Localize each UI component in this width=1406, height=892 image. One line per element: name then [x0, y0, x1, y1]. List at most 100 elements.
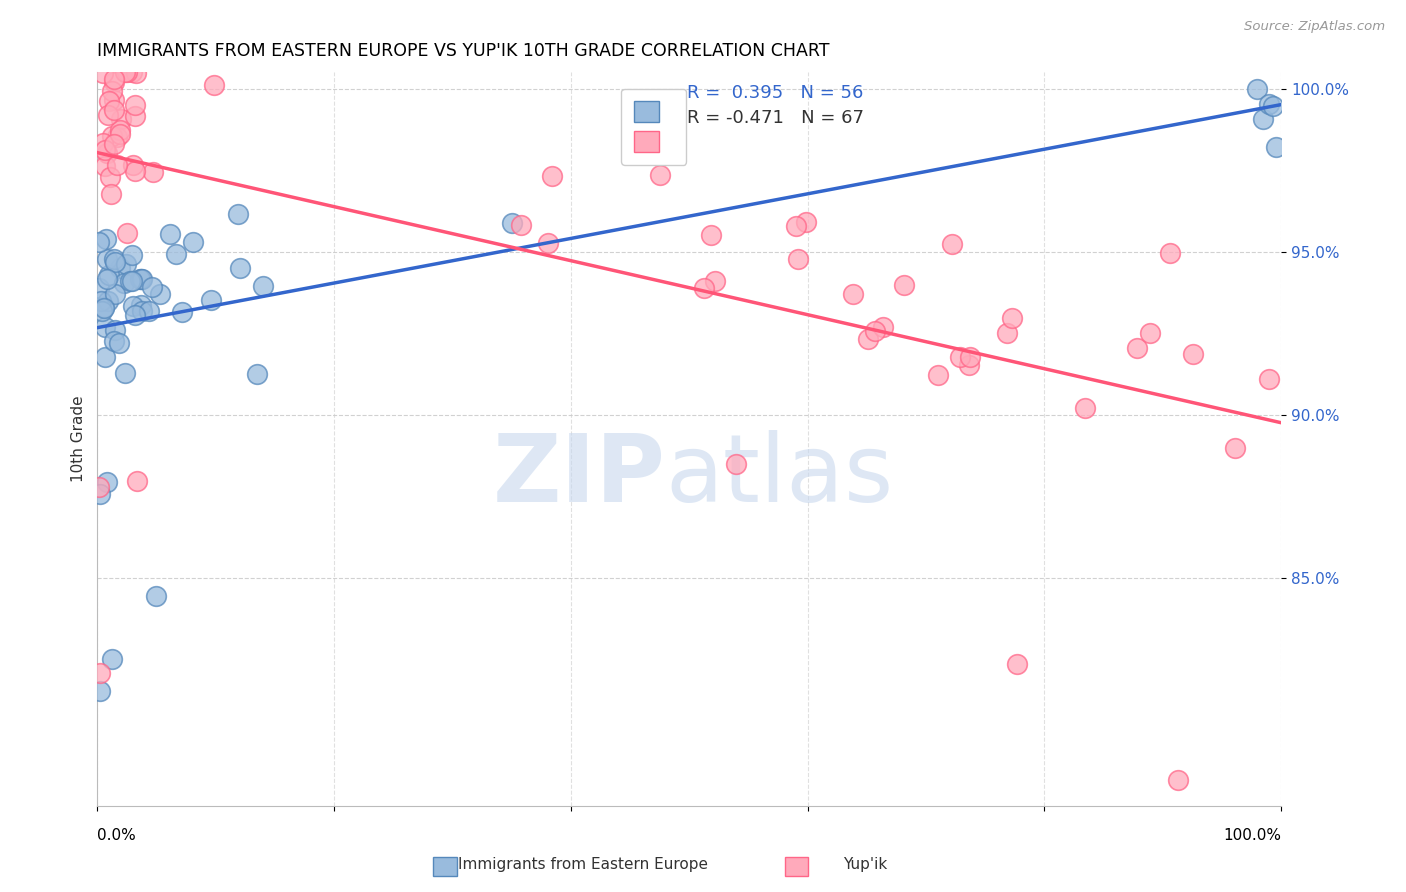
Point [87, 281, 110, 295]
Point [94, 143, 117, 157]
Point [129, 297, 152, 311]
Point [1139, 326, 1161, 340]
Point [700, 228, 723, 243]
Point [121, 299, 143, 313]
Point [131, 271, 153, 285]
Point [949, 351, 972, 365]
Point [226, 207, 249, 221]
Point [100, 652, 122, 666]
Y-axis label: 10th Grade: 10th Grade [72, 396, 86, 483]
Point [149, 287, 172, 301]
Point [108, 336, 131, 351]
Point [181, 235, 204, 249]
Point [1258, 96, 1281, 111]
Point [129, 272, 152, 286]
Point [124, 163, 146, 178]
Point [501, 216, 523, 230]
Point [97, 268, 120, 282]
Text: 0.0%: 0.0% [97, 828, 136, 843]
Text: ZIP: ZIP [492, 430, 665, 522]
Point [97, 95, 120, 109]
Point [101, 128, 124, 143]
Text: Yup'ik: Yup'ik [842, 857, 887, 872]
Point [1265, 140, 1288, 154]
Point [96, 232, 118, 246]
Point [115, 65, 138, 79]
Point [94, 159, 117, 173]
Text: R = -0.471   N = 67: R = -0.471 N = 67 [688, 109, 863, 127]
Point [104, 254, 127, 268]
Point [107, 158, 129, 172]
Point [170, 305, 193, 319]
Point [115, 257, 138, 271]
Point [927, 368, 949, 383]
Point [89, 684, 111, 698]
Legend: , : , [621, 89, 686, 165]
Point [125, 66, 148, 80]
Point [246, 368, 269, 382]
Point [96, 475, 118, 490]
Point [108, 127, 131, 141]
Point [103, 252, 125, 267]
Point [105, 130, 128, 145]
Point [97, 294, 120, 309]
Point [87, 235, 110, 250]
Point [114, 65, 136, 79]
Point [125, 475, 148, 489]
Point [96, 252, 118, 266]
Point [124, 97, 146, 112]
Point [89, 666, 111, 681]
Point [1181, 347, 1204, 361]
Point [202, 78, 225, 92]
Point [121, 275, 143, 289]
Point [1246, 81, 1268, 95]
Point [89, 487, 111, 501]
Point [94, 350, 117, 364]
Point [165, 247, 187, 261]
Point [510, 218, 533, 232]
Point [1000, 310, 1022, 325]
Point [103, 334, 125, 348]
Point [995, 326, 1018, 341]
Point [785, 219, 807, 234]
Point [115, 226, 138, 240]
Point [103, 136, 125, 151]
Point [1253, 112, 1275, 127]
Point [138, 304, 160, 318]
Point [121, 65, 143, 79]
Point [252, 279, 274, 293]
Point [1223, 441, 1246, 455]
Point [794, 214, 817, 228]
Point [112, 276, 135, 290]
Point [110, 112, 132, 126]
Point [103, 75, 125, 89]
Point [200, 293, 222, 308]
Point [1258, 372, 1281, 386]
Point [128, 272, 150, 286]
Text: Source: ZipAtlas.com: Source: ZipAtlas.com [1244, 20, 1385, 33]
Point [959, 350, 981, 364]
Point [858, 332, 880, 346]
Point [1126, 341, 1149, 355]
Point [97, 108, 120, 122]
Point [865, 324, 887, 338]
Point [229, 261, 252, 276]
Text: Immigrants from Eastern Europe: Immigrants from Eastern Europe [458, 857, 709, 872]
Point [114, 367, 136, 381]
Point [725, 457, 748, 471]
Point [94, 320, 117, 334]
Point [93, 301, 115, 315]
Point [90, 294, 112, 309]
Point [118, 274, 141, 288]
Point [704, 274, 727, 288]
Point [103, 93, 125, 107]
Point [103, 103, 125, 117]
Point [124, 109, 146, 123]
Point [693, 281, 716, 295]
Text: atlas: atlas [665, 430, 894, 522]
Point [648, 168, 671, 182]
Point [1261, 98, 1284, 112]
Point [108, 122, 131, 136]
Point [893, 278, 915, 293]
Point [121, 158, 143, 172]
